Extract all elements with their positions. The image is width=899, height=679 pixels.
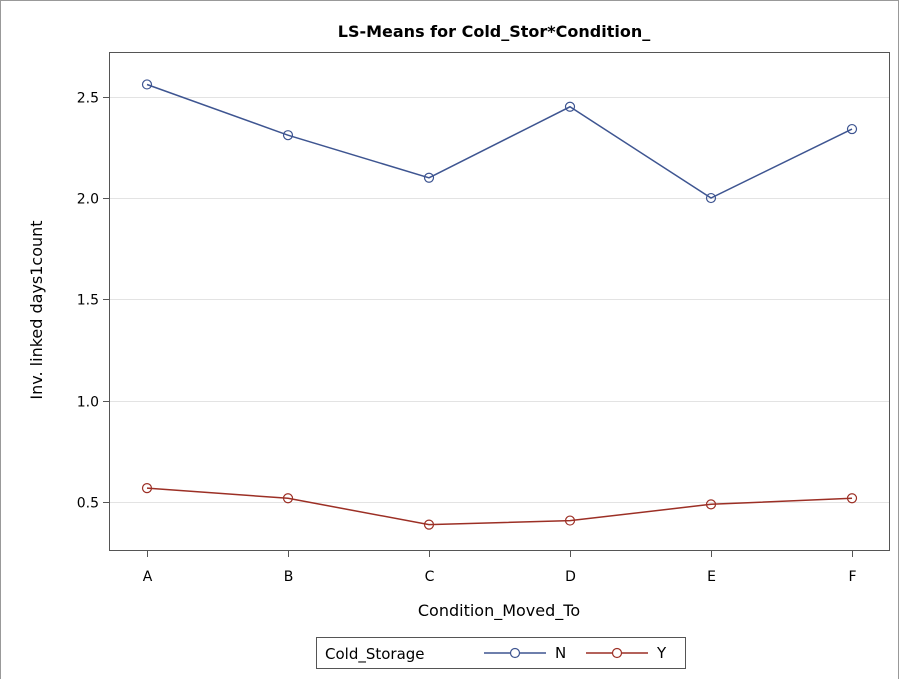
data-point-n: [564, 101, 576, 112]
x-tick-label: A: [143, 569, 153, 585]
data-point-y: [423, 519, 435, 530]
legend-marker-n: [509, 647, 521, 659]
x-axis-label: Condition_Moved_To: [418, 601, 580, 621]
series-line-y: [146, 487, 853, 526]
y-tick-label: 2.0: [77, 192, 99, 208]
data-point-n: [846, 123, 858, 135]
series-layer: [141, 79, 858, 530]
x-tick-label: F: [848, 569, 856, 585]
legend-label-y: Y: [656, 644, 667, 662]
y-tick-label: 2.5: [77, 91, 99, 107]
data-point-n: [282, 130, 294, 141]
plot-frame: [109, 52, 890, 551]
x-tick-label: B: [284, 569, 294, 585]
data-point-y: [705, 499, 717, 510]
series-line-n: [146, 83, 853, 199]
x-axis: A B C D E F: [143, 551, 857, 585]
data-point-y: [846, 493, 858, 504]
legend-label-n: N: [555, 644, 566, 662]
y-axis-label: Inv. linked days1count: [27, 220, 46, 399]
data-point-n: [705, 192, 717, 204]
x-tick-label: D: [565, 569, 576, 585]
gridlines: [109, 97, 890, 503]
data-point-y: [282, 493, 294, 504]
chart-title: LS-Means for Cold_Stor*Condition_: [338, 22, 651, 41]
plot-area: [109, 52, 890, 551]
data-point-y: [141, 483, 153, 494]
y-axis: 0.5 1.0 1.5 2.0 2.5: [77, 91, 109, 512]
legend-marker-y: [611, 647, 623, 659]
legend-title: Cold_Storage: [325, 645, 425, 664]
data-point-n: [423, 172, 435, 183]
x-tick-label: E: [707, 569, 716, 585]
y-tick-label: 1.0: [77, 395, 99, 411]
x-tick-label: C: [425, 569, 435, 585]
y-tick-label: 1.5: [77, 293, 99, 309]
data-point-n: [141, 79, 153, 90]
y-tick-label: 0.5: [77, 496, 99, 512]
data-point-y: [564, 515, 576, 526]
